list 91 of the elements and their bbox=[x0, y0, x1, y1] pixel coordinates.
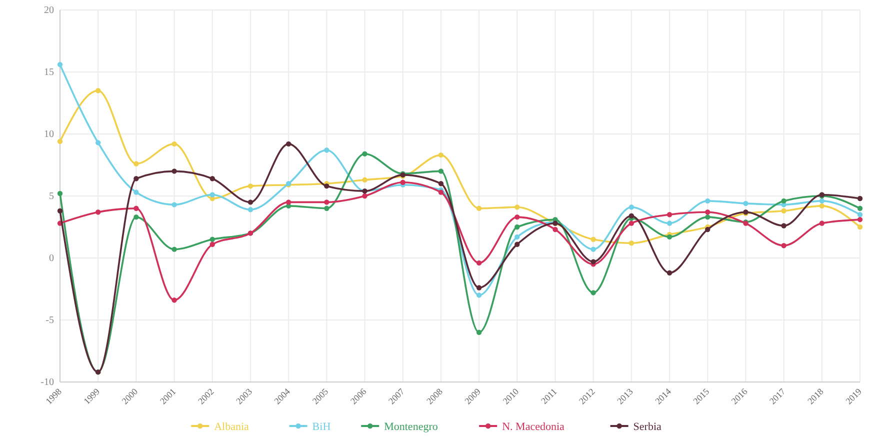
point bbox=[819, 203, 825, 209]
point bbox=[95, 140, 101, 146]
point bbox=[743, 200, 748, 206]
point bbox=[590, 290, 596, 296]
point bbox=[819, 198, 825, 204]
point bbox=[210, 176, 215, 182]
point bbox=[248, 183, 254, 189]
point bbox=[857, 212, 863, 218]
point bbox=[438, 181, 444, 186]
point bbox=[95, 210, 101, 215]
y-tick-label: 5 bbox=[49, 191, 54, 202]
legend-label: N. Macedonia bbox=[502, 421, 565, 433]
point bbox=[210, 192, 215, 198]
legend-label: Serbia bbox=[633, 421, 662, 433]
point bbox=[781, 243, 786, 248]
point bbox=[95, 88, 101, 94]
point bbox=[248, 207, 254, 212]
point bbox=[590, 259, 596, 264]
point bbox=[705, 214, 710, 220]
point bbox=[400, 180, 406, 185]
point bbox=[857, 224, 863, 230]
point bbox=[819, 220, 825, 226]
y-tick-label: 15 bbox=[44, 67, 54, 78]
point bbox=[514, 214, 520, 220]
point bbox=[514, 234, 520, 240]
point bbox=[857, 216, 863, 222]
point bbox=[476, 292, 482, 298]
point bbox=[172, 141, 177, 147]
point bbox=[134, 214, 139, 220]
point bbox=[324, 200, 330, 205]
point bbox=[362, 151, 368, 156]
point bbox=[666, 234, 672, 240]
y-tick-label: 0 bbox=[49, 253, 54, 264]
point bbox=[438, 168, 444, 174]
x-tick-label: 1999 bbox=[82, 386, 102, 406]
point bbox=[514, 204, 520, 210]
point bbox=[857, 196, 863, 202]
y-tick-label: -5 bbox=[46, 315, 54, 326]
point bbox=[57, 190, 63, 196]
point bbox=[324, 148, 330, 153]
point bbox=[210, 242, 215, 247]
point bbox=[172, 246, 177, 252]
point bbox=[324, 183, 330, 189]
point bbox=[514, 242, 520, 247]
point bbox=[781, 223, 786, 228]
point bbox=[857, 206, 863, 211]
point bbox=[210, 236, 215, 242]
point bbox=[476, 260, 482, 266]
point bbox=[666, 212, 672, 218]
point bbox=[590, 246, 596, 252]
point bbox=[134, 206, 139, 211]
point bbox=[476, 285, 482, 290]
point bbox=[57, 208, 63, 214]
point bbox=[438, 152, 444, 158]
point bbox=[590, 236, 596, 242]
point bbox=[705, 198, 710, 204]
point bbox=[514, 224, 520, 230]
point bbox=[134, 176, 139, 182]
point bbox=[705, 226, 710, 232]
y-tick-label: -10 bbox=[40, 377, 54, 388]
point bbox=[628, 204, 634, 210]
point bbox=[248, 200, 254, 205]
legend-label: Montenegro bbox=[384, 421, 438, 433]
point bbox=[628, 240, 634, 246]
point bbox=[476, 206, 482, 211]
legend-label: BiH bbox=[312, 421, 331, 433]
point bbox=[476, 330, 482, 335]
point bbox=[172, 298, 177, 303]
point bbox=[628, 220, 634, 226]
y-tick-label: 20 bbox=[44, 5, 54, 16]
point bbox=[628, 213, 634, 218]
point bbox=[781, 208, 786, 214]
point bbox=[666, 270, 672, 276]
point bbox=[286, 200, 292, 205]
point bbox=[286, 141, 292, 147]
point bbox=[324, 206, 330, 211]
point bbox=[172, 202, 177, 208]
point bbox=[781, 198, 786, 204]
y-tick-label: 10 bbox=[44, 129, 54, 140]
point bbox=[362, 177, 368, 182]
point bbox=[57, 62, 63, 68]
point bbox=[57, 138, 63, 144]
point bbox=[705, 210, 710, 215]
point bbox=[134, 190, 139, 195]
legend-label: Albania bbox=[214, 421, 250, 433]
point bbox=[438, 190, 444, 195]
point bbox=[666, 220, 672, 226]
point bbox=[552, 226, 558, 232]
point bbox=[172, 168, 177, 174]
point bbox=[362, 193, 368, 199]
point bbox=[134, 161, 139, 166]
